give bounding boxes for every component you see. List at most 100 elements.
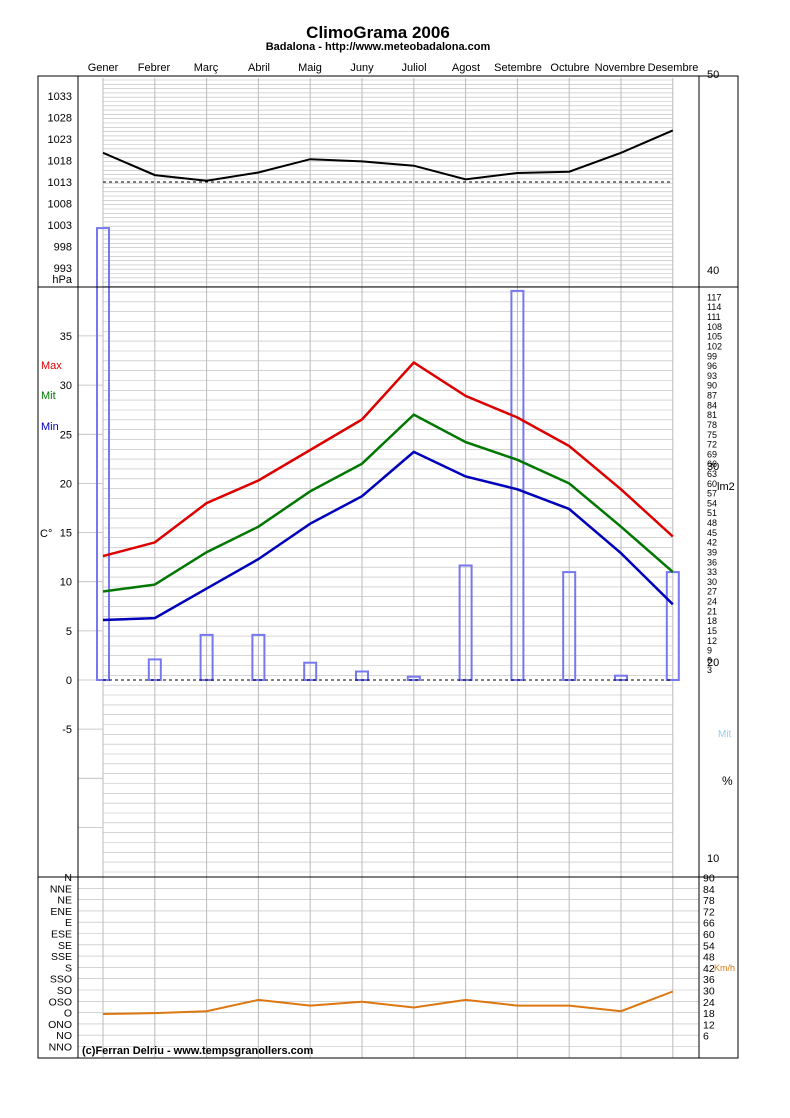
outer-frame [37,75,739,1059]
precipitation-tick-label: 57 [707,489,717,499]
precipitation-tick-label: 12 [707,636,717,646]
month-label: Juny [350,62,374,74]
wind-unit-label: Km/h [714,963,735,973]
wind-direction-label: NE [57,895,72,907]
pressure-tick-label: 1003 [48,220,72,232]
precipitation-tick-label: 93 [707,371,717,381]
series-layer [102,129,674,1015]
wind-direction-label: OSO [49,996,72,1008]
wind-direction-label: ESE [51,929,72,941]
precipitation-tick-label: 66 [707,459,717,469]
pressure-tick-label: 1028 [48,113,72,125]
precipitation-tick-label: 30 [707,577,717,587]
humidity-unit-label: % [722,774,733,788]
temperature-tick-label: 15 [60,528,72,540]
wind-direction-label: O [64,1008,72,1020]
month-label: Gener [88,62,119,74]
precipitation-tick-label: 69 [707,449,717,459]
precipitation-tick-label: 9 [707,646,712,656]
wind-speed-tick-label: 54 [703,940,715,952]
legend-mit: Mit [41,390,56,402]
pressure-tick-label: 1023 [48,134,72,146]
precipitation-tick-label: 27 [707,587,717,597]
pressure-tick-label: 993 [54,263,72,275]
wind-speed-tick-label: 72 [703,906,715,918]
wind-speed-tick-label: 60 [703,929,715,941]
precipitation-tick-label: 18 [707,616,717,626]
pressure-tick-label: 1033 [48,91,72,103]
precip-bars [96,227,680,682]
precipitation-tick-label: 75 [707,430,717,440]
precipitation-tick-label: 24 [707,597,717,607]
wind-speed-line [102,990,674,1015]
month-label: Juliol [401,62,426,74]
precipitation-bar [251,633,266,682]
precipitation-tick-label: 36 [707,557,717,567]
month-label: Març [194,62,219,74]
precipitation-tick-label: 63 [707,469,717,479]
humidity-series-label: Mit [718,729,732,740]
wind-direction-label: NO [56,1030,72,1042]
credit-text: (c)Ferran Delriu - www.tempsgranollers.c… [82,1045,313,1057]
temperature-tick-label: 20 [60,478,72,490]
temperature-tick-label: 35 [60,331,72,343]
humidity-tick-label: 20 [707,657,719,669]
precipitation-tick-label: 42 [707,538,717,548]
temperature-unit-label: C° [40,528,52,540]
month-label: Desembre [648,62,699,74]
month-label: Abril [248,62,270,74]
pressure-tick-label: 1013 [48,177,72,189]
wind-speed-tick-label: 78 [703,895,715,907]
wind-direction-label: SO [57,985,72,997]
temperature-tick-label: -5 [62,724,72,736]
precipitation-tick-label: 54 [707,498,717,508]
wind-speed-tick-label: 12 [703,1019,715,1031]
wind-direction-label: E [65,917,72,929]
precipitation-tick-label: 102 [707,342,722,352]
wind-speed-tick-label: 6 [703,1031,709,1043]
precipitation-bar [562,571,577,681]
month-label: Maig [298,62,322,74]
month-label: Novembre [595,62,646,74]
wind-speed-tick-label: 24 [703,997,715,1009]
wind-speed-tick-label: 84 [703,884,715,896]
precipitation-tick-label: 96 [707,361,717,371]
wind-direction-label: SE [58,940,72,952]
grid-layer [78,78,699,1058]
pressure-line [102,129,674,182]
precipitation-tick-label: 60 [707,479,717,489]
precipitation-tick-label: 51 [707,508,717,518]
wind-speed-tick-label: 18 [703,1008,715,1020]
pressure-tick-label: 1008 [48,199,72,211]
humidity-tick-label: 50 [707,69,719,81]
month-label: Febrer [138,62,171,74]
wind-speed-tick-label: 48 [703,952,715,964]
temperature-tick-label: 25 [60,429,72,441]
precipitation-tick-label: 78 [707,420,717,430]
month-label: Agost [452,62,480,74]
month-label: Setembre [494,62,542,74]
temperature-tick-label: 0 [66,675,72,687]
wind-speed-tick-label: 66 [703,918,715,930]
pressure-unit-label: hPa [52,274,72,286]
legend-max: Max [41,360,62,372]
month-label: Octubre [550,62,589,74]
legend-min: Min [41,421,59,433]
temperature-tick-label: 10 [60,577,72,589]
precipitation-bar [406,675,421,682]
precipitation-tick-label: 72 [707,440,717,450]
precipitation-tick-label: 108 [707,322,722,332]
wind-speed-tick-label: 42 [703,963,715,975]
temperature-line-max [102,360,674,558]
humidity-tick-label: 10 [707,853,719,865]
precipitation-tick-label: 99 [707,351,717,361]
precipitation-unit-label: lm2 [717,481,735,493]
precipitation-tick-label: 111 [707,312,721,322]
precipitation-tick-label: 6 [707,655,712,665]
wind-direction-label: ONO [48,1019,72,1031]
temperature-line-min [102,450,674,622]
precipitation-bar [147,658,162,682]
temperature-tick-label: 30 [60,380,72,392]
precipitation-tick-label: 15 [707,626,717,636]
